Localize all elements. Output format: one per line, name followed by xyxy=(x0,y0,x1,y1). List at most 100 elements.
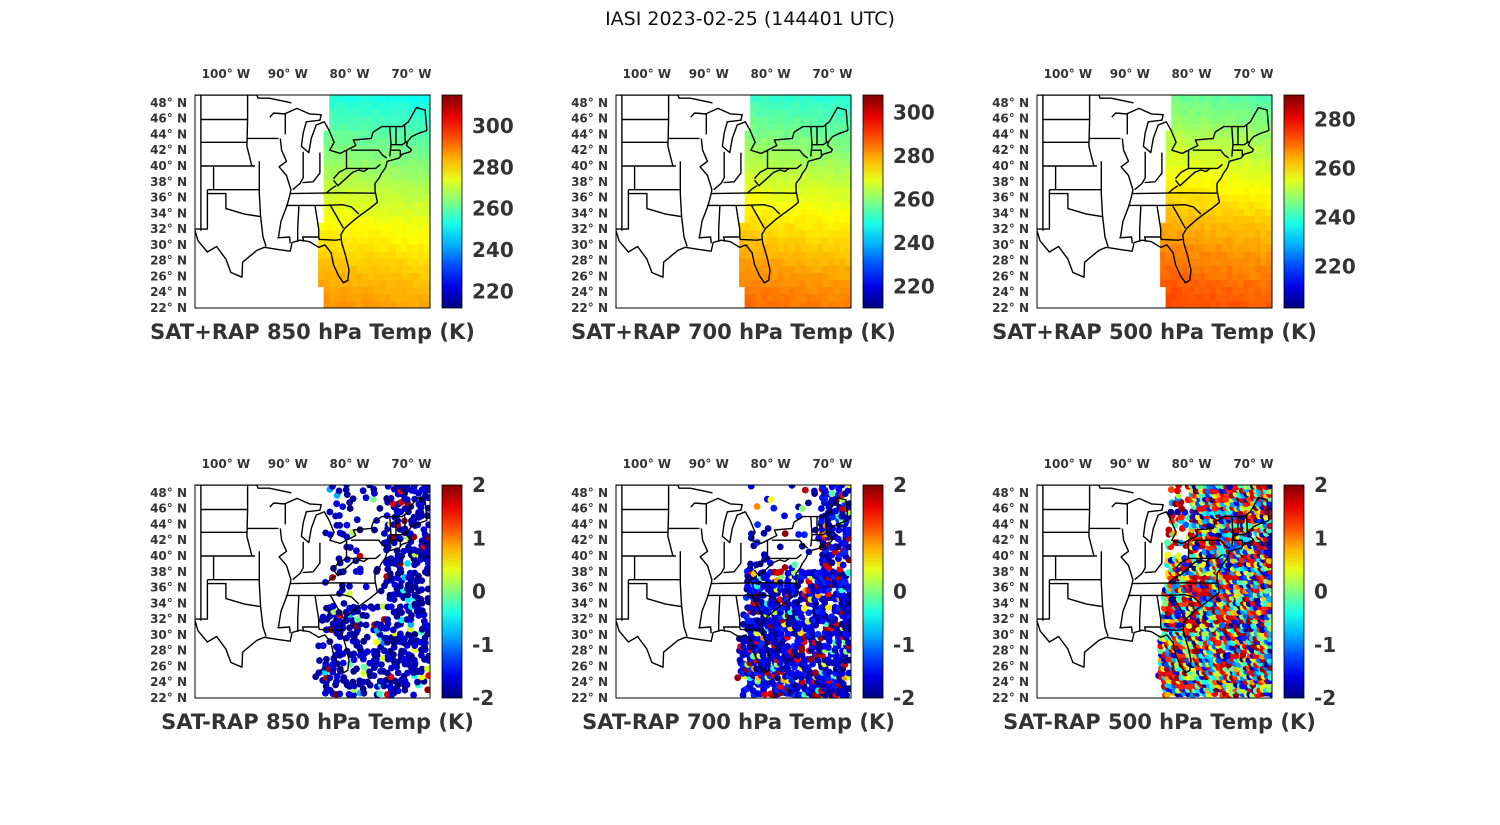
data-cell xyxy=(761,293,768,302)
data-cell xyxy=(368,173,375,181)
data-cell xyxy=(839,187,846,195)
data-cell xyxy=(1265,151,1272,160)
data-cell xyxy=(1238,229,1244,238)
data-cell xyxy=(750,258,757,266)
data-cell xyxy=(323,166,330,174)
data-cell xyxy=(1238,258,1244,266)
data-cell xyxy=(1193,222,1200,231)
data-cell xyxy=(1182,237,1189,245)
data-cell xyxy=(1254,187,1261,195)
data-cell xyxy=(828,194,834,202)
data-cell xyxy=(412,293,419,302)
data-cell xyxy=(334,229,341,238)
data-cell xyxy=(362,180,369,188)
data-cell xyxy=(1165,229,1172,238)
data-cell xyxy=(351,229,358,238)
data-cell xyxy=(1260,279,1267,288)
data-cell xyxy=(1249,265,1255,273)
boundary-line xyxy=(302,152,321,184)
data-point xyxy=(824,644,832,651)
data-point xyxy=(397,630,404,638)
data-cell xyxy=(794,137,801,146)
data-cell xyxy=(1238,137,1244,146)
data-cell xyxy=(811,116,818,124)
data-cell xyxy=(373,244,380,252)
data-cell xyxy=(772,286,779,295)
data-cell xyxy=(1199,130,1205,138)
data-cell xyxy=(401,265,408,273)
data-cell xyxy=(1221,137,1228,146)
data-cell xyxy=(783,102,790,110)
data-cell xyxy=(1226,158,1233,167)
data-cell xyxy=(423,109,430,117)
data-cell xyxy=(744,258,751,266)
data-cell xyxy=(379,116,386,124)
lon-tick-label: 100° W xyxy=(623,457,671,471)
data-point xyxy=(1182,542,1190,549)
data-cell xyxy=(368,166,375,174)
data-point xyxy=(1164,691,1171,698)
data-cell xyxy=(384,215,391,224)
data-cell xyxy=(800,116,807,124)
data-cell xyxy=(794,201,801,209)
data-point xyxy=(387,603,395,611)
data-cell xyxy=(783,244,790,252)
colorbar-tick-label: -1 xyxy=(1314,633,1336,657)
data-cell xyxy=(1215,251,1222,259)
data-cell xyxy=(1210,151,1217,160)
data-cell xyxy=(357,95,363,103)
data-cell xyxy=(1199,151,1205,160)
data-point xyxy=(777,630,785,637)
data-cell xyxy=(1249,293,1255,302)
data-cell xyxy=(340,180,347,188)
data-point xyxy=(362,583,370,591)
data-cell xyxy=(1232,201,1239,209)
data-cell xyxy=(1243,286,1250,295)
boundary-line xyxy=(391,530,408,536)
data-cell xyxy=(817,300,823,308)
data-cell xyxy=(828,130,834,138)
data-cell xyxy=(1187,251,1194,259)
data-cell xyxy=(1187,286,1194,295)
data-cell xyxy=(755,123,762,131)
data-cell xyxy=(418,244,425,252)
data-cell xyxy=(778,300,784,308)
data-cell xyxy=(1193,130,1200,138)
data-cell xyxy=(401,293,408,302)
data-cell xyxy=(750,265,757,273)
data-cell xyxy=(750,272,757,280)
data-cell xyxy=(778,286,784,295)
data-cell xyxy=(783,251,790,259)
data-cell xyxy=(761,109,768,117)
boundary-line xyxy=(711,192,797,195)
data-cell xyxy=(1210,102,1217,110)
data-cell xyxy=(334,151,341,160)
colorbar xyxy=(441,484,463,699)
data-cell xyxy=(822,258,829,266)
data-cell xyxy=(761,265,768,273)
data-cell xyxy=(407,137,413,146)
data-cell xyxy=(789,279,796,288)
data-cell xyxy=(351,144,358,153)
data-point xyxy=(764,525,772,532)
data-cell xyxy=(778,279,784,288)
data-cell xyxy=(833,123,840,131)
data-cell xyxy=(1238,265,1244,273)
data-cell xyxy=(412,166,419,174)
data-cell xyxy=(1171,286,1178,295)
data-point xyxy=(339,582,346,589)
data-cell xyxy=(1165,265,1172,273)
data-cell xyxy=(401,300,408,308)
data-point xyxy=(420,526,428,534)
data-cell xyxy=(755,258,762,266)
data-cell xyxy=(811,144,818,153)
lat-tick-label: 48° N xyxy=(992,96,1029,110)
data-point xyxy=(760,529,768,537)
data-cell xyxy=(357,258,363,266)
data-cell xyxy=(412,194,419,202)
data-point xyxy=(845,485,851,489)
data-cell xyxy=(407,258,413,266)
data-cell xyxy=(833,95,840,103)
data-cell xyxy=(1249,130,1255,138)
data-cell xyxy=(1176,166,1183,174)
